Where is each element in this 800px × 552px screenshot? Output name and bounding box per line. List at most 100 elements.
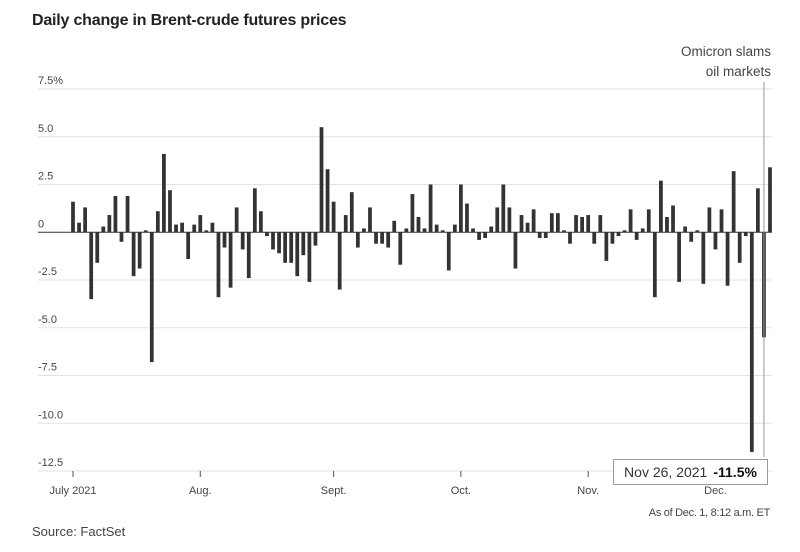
x-tick-label: Aug.	[189, 485, 212, 497]
bar	[210, 222, 215, 233]
gridlines	[38, 88, 772, 472]
bar	[149, 232, 154, 363]
bar	[307, 232, 312, 282]
y-tick-label: 7.5%	[38, 75, 63, 87]
bar	[471, 228, 475, 233]
x-tick-label: July 2021	[49, 485, 96, 497]
x-tick-label: Sept.	[321, 485, 347, 497]
bar	[749, 232, 754, 452]
bar	[259, 211, 263, 233]
bar	[501, 184, 506, 233]
bar	[719, 209, 724, 233]
bar	[168, 190, 172, 233]
x-tick-label: Oct.	[451, 485, 471, 497]
bar	[768, 167, 772, 233]
bar	[192, 224, 197, 233]
y-tick-label: -10.0	[38, 409, 63, 421]
bar	[459, 184, 463, 233]
bar	[440, 230, 445, 233]
bar	[143, 230, 148, 233]
bar	[525, 222, 530, 233]
bar	[513, 232, 518, 269]
bar	[640, 228, 645, 233]
bar	[628, 209, 633, 233]
bar	[162, 153, 166, 233]
bar	[131, 232, 136, 277]
bar	[246, 232, 251, 279]
bar	[355, 232, 360, 248]
bar	[198, 215, 203, 233]
bar	[555, 213, 560, 233]
bar	[404, 228, 409, 233]
bar	[665, 216, 669, 233]
bar	[689, 232, 694, 242]
bar	[71, 201, 75, 233]
bar	[634, 232, 639, 240]
bar	[671, 205, 675, 233]
bar	[119, 232, 124, 242]
bar	[743, 232, 748, 237]
as-of-note: As of Dec. 1, 8:12 a.m. ET	[648, 507, 771, 519]
bar	[537, 232, 542, 238]
bar	[362, 228, 366, 233]
y-tick-label: -7.5	[38, 362, 57, 374]
bar	[446, 232, 451, 271]
bar	[531, 209, 536, 233]
y-tick-label: 0	[38, 218, 44, 230]
bar	[89, 232, 94, 300]
bar	[507, 207, 512, 233]
bar	[343, 215, 348, 233]
bar	[452, 224, 457, 233]
bar	[301, 232, 306, 256]
x-tick-label: Nov.	[577, 485, 599, 497]
bar	[652, 232, 657, 298]
bar	[489, 226, 494, 233]
bar	[77, 222, 81, 233]
y-tick-label: -12.5	[38, 457, 63, 469]
bar	[113, 195, 118, 233]
bar	[271, 232, 275, 250]
bar	[325, 169, 330, 233]
bar	[659, 180, 663, 233]
bar	[616, 232, 621, 237]
bar	[265, 232, 269, 237]
bar	[622, 230, 627, 233]
bar	[725, 232, 730, 286]
bar	[228, 232, 233, 288]
bar	[234, 207, 239, 233]
bar	[368, 207, 372, 233]
bar	[495, 207, 500, 233]
chart-title: Daily change in Brent-crude futures pric…	[32, 12, 347, 29]
bar	[398, 232, 403, 265]
bar	[180, 222, 184, 233]
bar	[83, 207, 87, 233]
source-note: Source: FactSet	[32, 524, 126, 539]
bar	[416, 216, 421, 233]
y-tick-label: -2.5	[38, 266, 57, 278]
bar	[240, 232, 245, 250]
y-axis-labels: 7.5% 5.0 2.5 0 -2.5 -5.0 -7.5 -10.0 -12.5	[38, 75, 63, 469]
bar	[216, 232, 221, 298]
x-axis: July 2021 Aug. Sept. Oct. Nov. Dec.	[49, 471, 727, 497]
annotation-text-line1: Omicron slams	[681, 44, 771, 59]
bar	[186, 232, 191, 259]
bars	[71, 127, 772, 452]
bar	[756, 188, 760, 233]
bar	[677, 232, 681, 282]
bar	[204, 230, 209, 233]
bar	[331, 201, 336, 233]
bar	[374, 232, 378, 244]
bar	[289, 232, 294, 263]
annotation-text-line2: oil markets	[706, 64, 772, 79]
bar	[580, 216, 584, 233]
bar	[107, 215, 112, 233]
bar	[610, 232, 615, 244]
bar	[155, 211, 160, 233]
bar	[543, 232, 548, 238]
bar	[428, 184, 433, 233]
bar	[646, 209, 651, 233]
bar	[125, 195, 130, 233]
bar	[283, 232, 288, 263]
bar	[422, 228, 427, 233]
bar	[252, 188, 257, 233]
